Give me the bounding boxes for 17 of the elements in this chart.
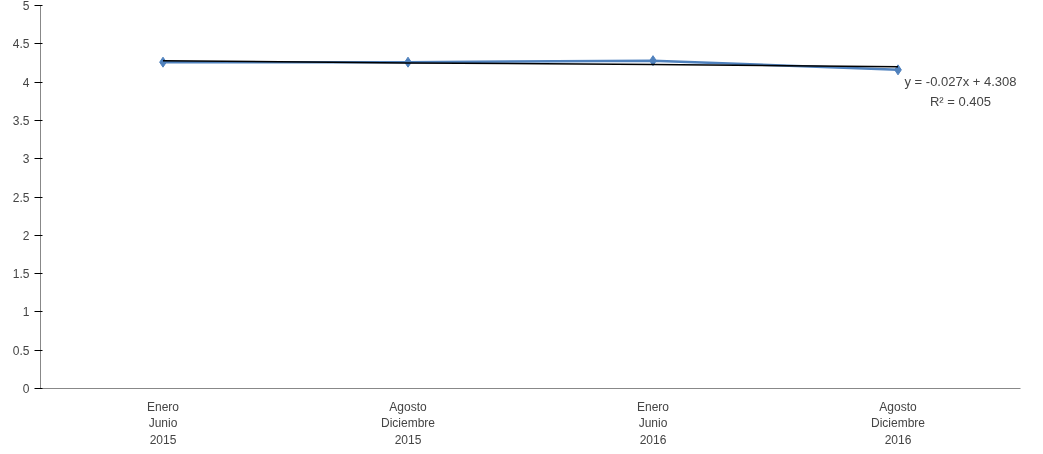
y-tick-label: 3 [22, 152, 30, 167]
x-tick-label: Enero Junio 2016 [636, 399, 670, 448]
y-tick-label: 4.5 [12, 37, 30, 52]
y-tick-label: 2 [22, 228, 30, 243]
y-tick-label: 0.5 [12, 343, 30, 358]
x-tick-label: Agosto Diciembre 2015 [380, 399, 436, 448]
annotation: y = -0.027x + 4.308 [904, 73, 1017, 89]
y-tick-label: 1.5 [12, 267, 30, 282]
y-tick-label: 1 [22, 305, 30, 320]
y-tick-label: 5 [22, 0, 30, 13]
annotation: R² = 0.405 [929, 93, 992, 109]
y-tick-label: 0 [22, 382, 30, 396]
x-tick-label: Enero Junio 2015 [146, 399, 180, 448]
y-tick-label: 2.5 [12, 190, 30, 205]
x-tick-label: Agosto Diciembre 2016 [870, 399, 926, 448]
y-tick-label: 3.5 [12, 113, 30, 128]
y-tick-label: 4 [22, 75, 30, 90]
